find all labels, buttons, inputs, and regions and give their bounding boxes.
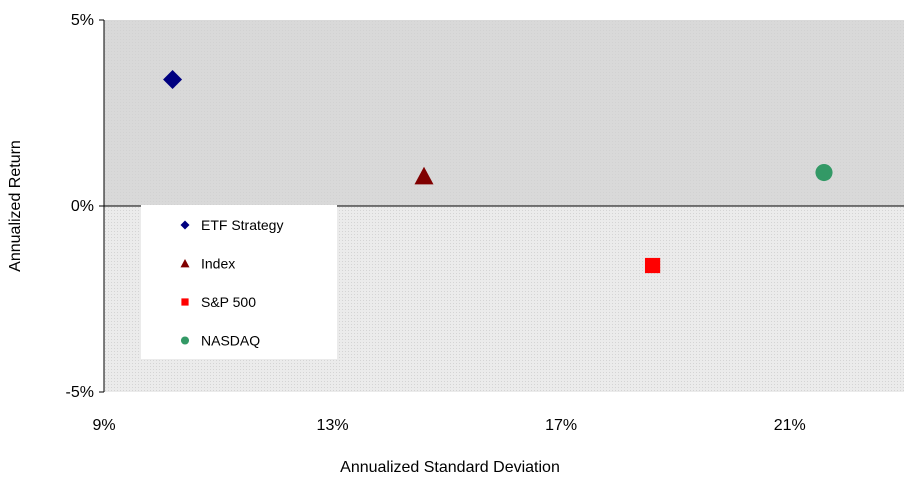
- legend-box: [141, 205, 337, 359]
- y-tick-label: 0%: [71, 198, 94, 215]
- y-axis-title: Annualized Return: [7, 140, 24, 272]
- legend-triangle-icon: [180, 259, 190, 268]
- data-point-circle: [815, 163, 833, 182]
- data-point-diamond: [163, 70, 183, 90]
- y-tick-label: -5%: [66, 384, 94, 401]
- legend-circle-icon: [180, 336, 190, 345]
- legend-label: Index: [201, 256, 235, 272]
- legend-diamond-icon: [180, 220, 190, 230]
- data-point-triangle: [414, 166, 434, 185]
- legend-label: NASDAQ: [201, 333, 260, 349]
- data-point-square: [644, 257, 661, 274]
- x-axis-title: Annualized Standard Deviation: [340, 459, 560, 476]
- legend-label: S&P 500: [201, 294, 256, 310]
- x-tick-label: 21%: [774, 417, 806, 434]
- x-tick-label: 17%: [545, 417, 577, 434]
- legend-square-icon: [181, 298, 189, 306]
- plot-area-upper-texture: [104, 20, 904, 206]
- x-tick-label: 9%: [92, 417, 115, 434]
- y-tick-label: 5%: [71, 12, 94, 29]
- x-tick-label: 13%: [317, 417, 349, 434]
- legend-label: ETF Strategy: [201, 217, 283, 233]
